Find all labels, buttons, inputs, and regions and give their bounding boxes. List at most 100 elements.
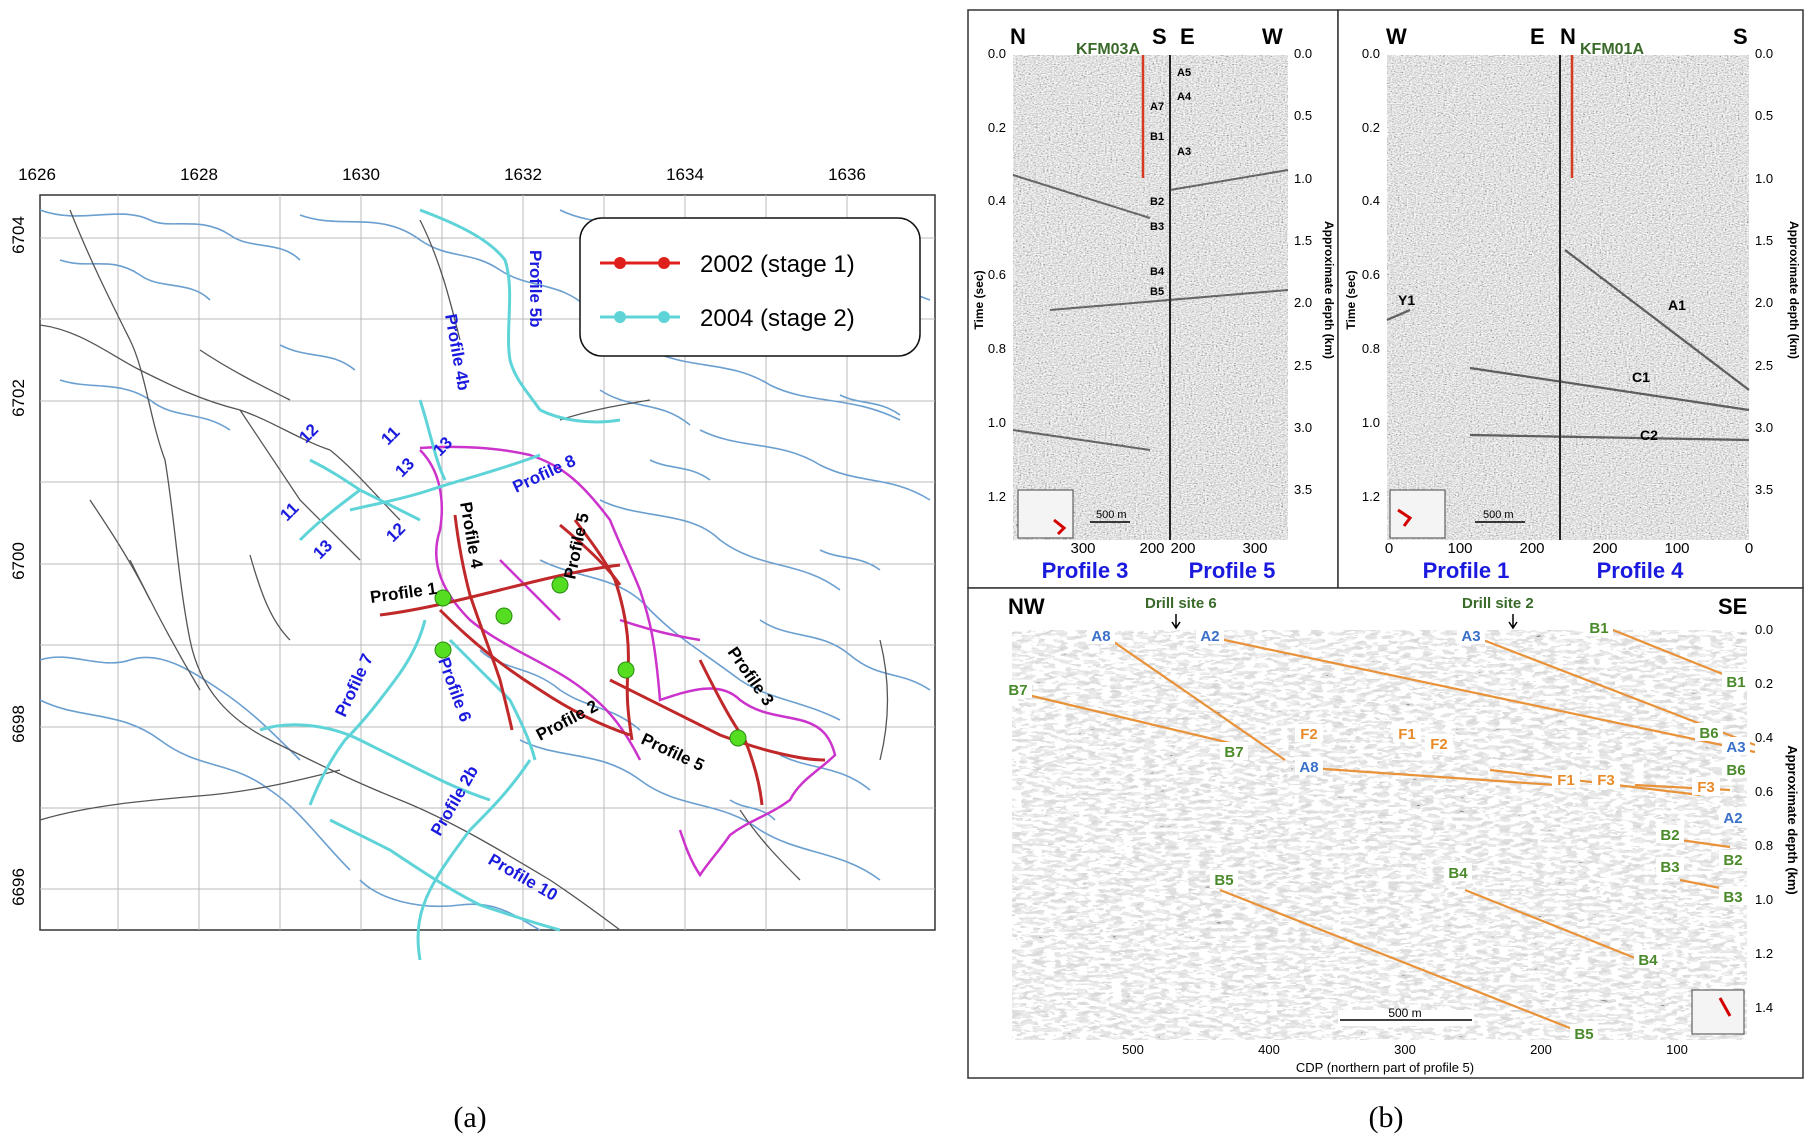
reflector-tag: F1 (1557, 772, 1575, 789)
scale-label: 500 m (1388, 1006, 1421, 1020)
reflector-tag: B1 (1589, 620, 1608, 637)
dir-label: S (1152, 24, 1167, 49)
reflector-tag: A8 (1091, 628, 1110, 645)
tick-label: 300 (1070, 540, 1095, 557)
tick-label: 100 (1664, 540, 1689, 557)
interpreted-reflectors (1027, 626, 1756, 1034)
reflector-tag: B7 (1224, 744, 1243, 761)
dir-label: NW (1008, 594, 1045, 619)
reflector-tag: B6 (1699, 725, 1718, 742)
caption-b: (b) (1369, 1101, 1404, 1134)
reflector-tag: F3 (1697, 779, 1715, 796)
y-tick-label: 6704 (9, 216, 28, 254)
seismic-image (1012, 630, 1747, 1040)
tick-label: 0.5 (1755, 108, 1773, 123)
reflector-label: A5 (1177, 67, 1191, 79)
map-y-ticks: 6704 6702 6700 6698 6696 (9, 216, 28, 906)
reflector-tag: B3 (1660, 859, 1679, 876)
tick-label: 100 (1666, 1042, 1688, 1057)
reflector-tag: A3 (1726, 739, 1745, 756)
reflector-tag: B2 (1660, 827, 1679, 844)
tick-label: 0 (1745, 540, 1753, 557)
tick-label: 1.0 (1755, 892, 1773, 907)
drill-site-marker (434, 641, 452, 659)
axis-title: Approximate depth (km) (1787, 221, 1801, 359)
tick-label: 0.0 (1755, 622, 1773, 637)
reflector-label: Y1 (1398, 292, 1415, 308)
reflector-tag: F3 (1597, 772, 1615, 789)
reflector-label: A7 (1150, 101, 1164, 113)
dir-label: E (1180, 24, 1195, 49)
scale-label: 500 m (1483, 509, 1514, 521)
tick-label: 3.0 (1294, 420, 1312, 435)
reflector-label: A1 (1668, 297, 1686, 313)
reflector-tag: A3 (1461, 628, 1480, 645)
x-tick-label: 1634 (666, 165, 704, 184)
reflector-tag: B6 (1726, 762, 1745, 779)
reflector-tags: A8 A2 A3 B1 B7 B1 B6 A3 F2 F1 F2 B7 A8 F… (1004, 618, 1750, 1043)
tick-label: 0.6 (1755, 784, 1773, 799)
event-lines (1012, 169, 1289, 451)
axis-title: Approximate depth (km) (1785, 745, 1800, 895)
tick-label: 1.4 (1755, 1000, 1773, 1015)
drill-site-label: Drill site 6 (1145, 595, 1217, 612)
profile-label: Profile 4 (1597, 558, 1685, 583)
tick-label: 3.5 (1755, 482, 1773, 497)
reflector-tag: F1 (1398, 726, 1416, 743)
reflector-tag: B7 (1008, 682, 1027, 699)
reflector-label: C1 (1632, 369, 1650, 385)
dir-label: N (1010, 24, 1026, 49)
seismic-section-a: N S E W KFM03A Time (sec) Approximate de… (967, 9, 1339, 589)
tick-label: 200 (1170, 540, 1195, 557)
drill-site-marker (729, 729, 747, 747)
x-tick-labels: 300 200 200 300 (1070, 540, 1267, 557)
depth-ticks: 0.0 0.5 1.0 1.5 2.0 2.5 3.0 3.5 (1755, 46, 1773, 497)
location-inset (1389, 489, 1446, 539)
tick-label: 0.2 (988, 120, 1006, 135)
tick-label: 0.2 (1362, 120, 1380, 135)
tick-label: 0.5 (1294, 108, 1312, 123)
stage1-profiles (379, 514, 826, 806)
profile-label: Profile 1 (1423, 558, 1510, 583)
legend-box (579, 217, 921, 357)
tick-label: 1.0 (988, 415, 1006, 430)
y-tick-label: 6700 (9, 542, 28, 580)
reflector-tag: B5 (1214, 872, 1233, 889)
tick-label: 200 (1530, 1042, 1552, 1057)
drill-sites (434, 576, 747, 747)
tick-label: 1.2 (988, 489, 1006, 504)
reflector-tag: B1 (1726, 674, 1745, 691)
drill-site-label: Drill site 2 (1462, 595, 1534, 612)
drill-site-marker (551, 576, 569, 594)
reflector-label: A3 (1177, 146, 1191, 158)
dir-label: S (1733, 24, 1748, 49)
reflector-tag: A8 (1299, 759, 1318, 776)
reflector-label: A4 (1177, 91, 1192, 103)
dir-label: E (1530, 24, 1545, 49)
axis-title: Time (sec) (972, 270, 986, 329)
x-tick-label: 1636 (828, 165, 866, 184)
reflector-labels: Y1 A1 C1 C2 (1398, 292, 1686, 443)
tick-label: 300 (1242, 540, 1267, 557)
stage2-profiles (259, 208, 621, 961)
map-x-ticks: 1626 1628 1630 1632 1634 1636 (18, 165, 866, 184)
tick-label: 0.8 (1755, 838, 1773, 853)
dir-label: N (1560, 24, 1576, 49)
reflector-tag: A2 (1200, 628, 1219, 645)
reflector-label: B1 (1150, 131, 1164, 143)
reflector-label: B2 (1150, 196, 1164, 208)
tick-label: 400 (1258, 1042, 1280, 1057)
tick-label: 1.2 (1755, 946, 1773, 961)
tick-label: 0.8 (1362, 341, 1380, 356)
tick-label: 2.0 (1755, 295, 1773, 310)
seismic-image (1013, 55, 1288, 540)
x-tick-label: 1630 (342, 165, 380, 184)
y-tick-label: 6696 (9, 868, 28, 906)
x-tick-labels: 500 400 300 200 100 (1122, 1042, 1688, 1057)
tick-label: 500 (1122, 1042, 1144, 1057)
tick-label: 200 (1139, 540, 1164, 557)
legend-label-2002: 2002 (stage 1) (700, 251, 855, 278)
boundary-lines (419, 445, 837, 878)
seismic-image (1387, 55, 1749, 540)
tick-label: 3.5 (1294, 482, 1312, 497)
